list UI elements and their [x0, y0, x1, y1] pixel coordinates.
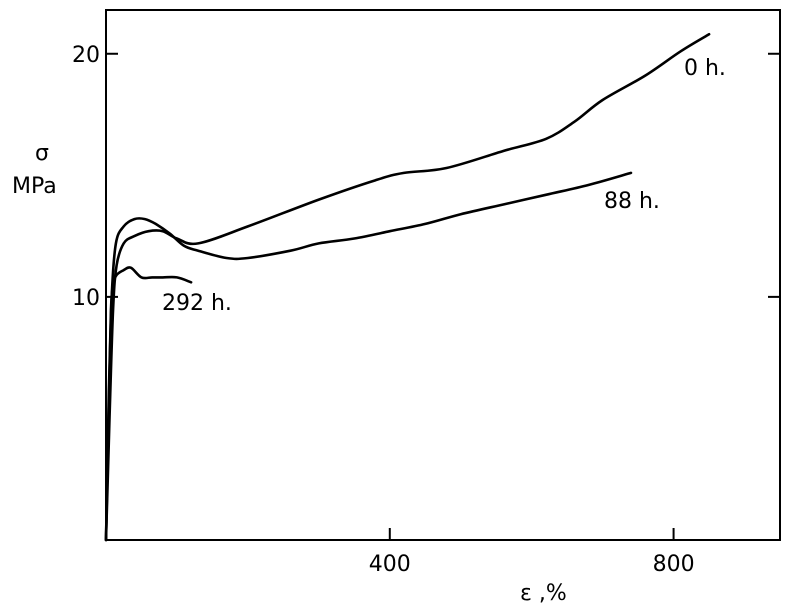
series-label-88h: 88 h. — [604, 189, 660, 214]
ticks-group: 400 800 10 20 — [72, 43, 780, 577]
x-tick-label: 800 — [653, 552, 695, 577]
y-tick-label: 20 — [72, 43, 100, 68]
plot-frame — [105, 9, 781, 541]
series-line-0h — [104, 33, 711, 542]
series-label-292h: 292 h. — [162, 291, 232, 316]
series-label-0h: 0 h. — [684, 56, 726, 81]
y-axis-label-unit: MPa — [12, 174, 57, 199]
y-tick-label: 10 — [72, 286, 100, 311]
x-tick-label: 400 — [369, 552, 411, 577]
y-axis-label-symbol: σ — [35, 141, 49, 166]
series-line-292h — [104, 266, 193, 542]
series-line-88h — [104, 171, 633, 542]
x-axis-label: ε ,% — [520, 581, 567, 606]
curves-group — [104, 33, 711, 542]
